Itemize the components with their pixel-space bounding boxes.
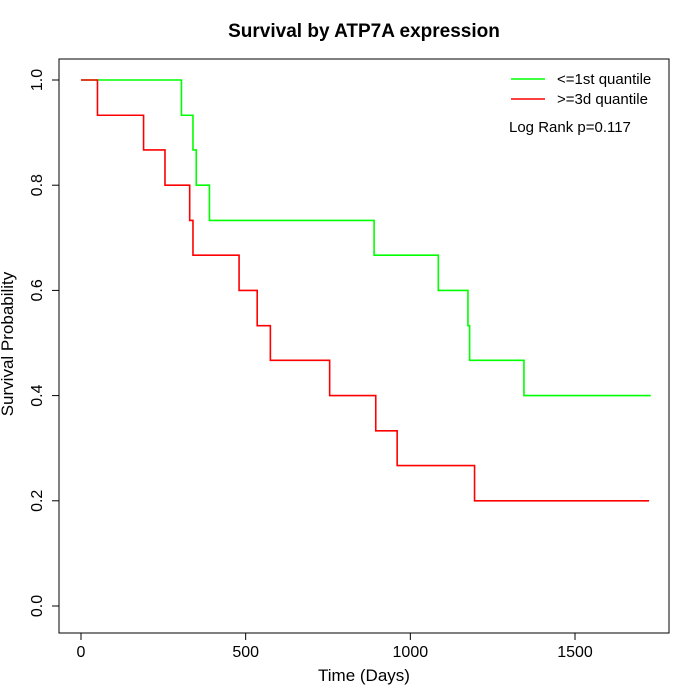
series-line-2 <box>81 79 650 502</box>
log-rank-annotation: Log Rank p=0.117 <box>509 119 631 136</box>
y-tick-label: 0.0 <box>29 595 46 617</box>
x-tick-label: 1500 <box>557 644 593 661</box>
x-tick-label: 500 <box>232 644 259 661</box>
legend-label-1: <=1st quantile <box>557 71 651 88</box>
chart-title: Survival by ATP7A expression <box>228 21 500 42</box>
y-axis: 0.0 0.2 0.4 0.6 0.8 1.0 <box>29 69 60 617</box>
series-layer <box>81 79 651 502</box>
y-tick-label: 0.8 <box>29 174 46 196</box>
x-tick-label: 0 <box>77 644 86 661</box>
series-line-1 <box>81 79 651 397</box>
legend-label-2: >=3d quantile <box>557 91 648 108</box>
y-tick-label: 1.0 <box>29 69 46 91</box>
x-axis-label: Time (Days) <box>318 666 410 685</box>
legend: <=1st quantile >=3d quantile <box>511 71 651 108</box>
y-axis-label: Survival Probability <box>0 271 17 416</box>
y-tick-label: 0.2 <box>29 490 46 512</box>
x-axis: 0 500 1000 1500 <box>77 632 593 661</box>
y-tick-label: 0.4 <box>29 384 46 406</box>
y-tick-label: 0.6 <box>29 279 46 301</box>
x-tick-label: 1000 <box>393 644 429 661</box>
